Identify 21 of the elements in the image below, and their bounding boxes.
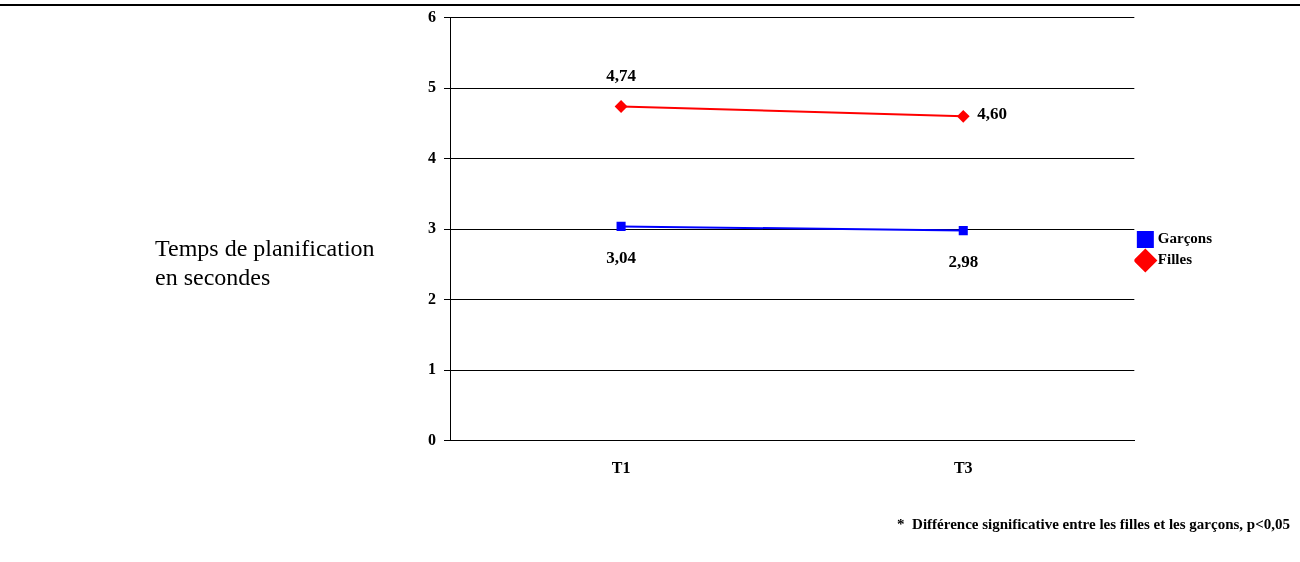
point <box>958 226 968 236</box>
x-tick-label: T1 <box>611 458 631 476</box>
legend-label: Garçons <box>1157 230 1213 247</box>
y-tick-label: 1 <box>428 360 436 378</box>
data-label: 2,98 <box>948 252 979 271</box>
y-tick-label: 6 <box>428 7 436 25</box>
legend-label: Filles <box>1157 251 1193 268</box>
data-label: 4,60 <box>977 103 1007 123</box>
point <box>957 110 970 123</box>
y-tick-label: 2 <box>428 289 436 307</box>
y-tick-label: 0 <box>428 430 436 448</box>
data-label: 3,04 <box>606 247 637 267</box>
point <box>615 100 628 113</box>
point <box>616 221 626 231</box>
y-tick-label: 3 <box>428 219 436 237</box>
y-tick-label: 5 <box>428 78 436 96</box>
text: * Différence significative entre les filles et les garçons, p<0,05 <box>896 516 1290 533</box>
data-label: 4,74 <box>606 65 637 85</box>
x-tick-label: T3 <box>953 458 973 476</box>
y-tick-label: 4 <box>428 148 436 166</box>
y-axis-title: Temps de planification en secondes <box>155 234 376 292</box>
